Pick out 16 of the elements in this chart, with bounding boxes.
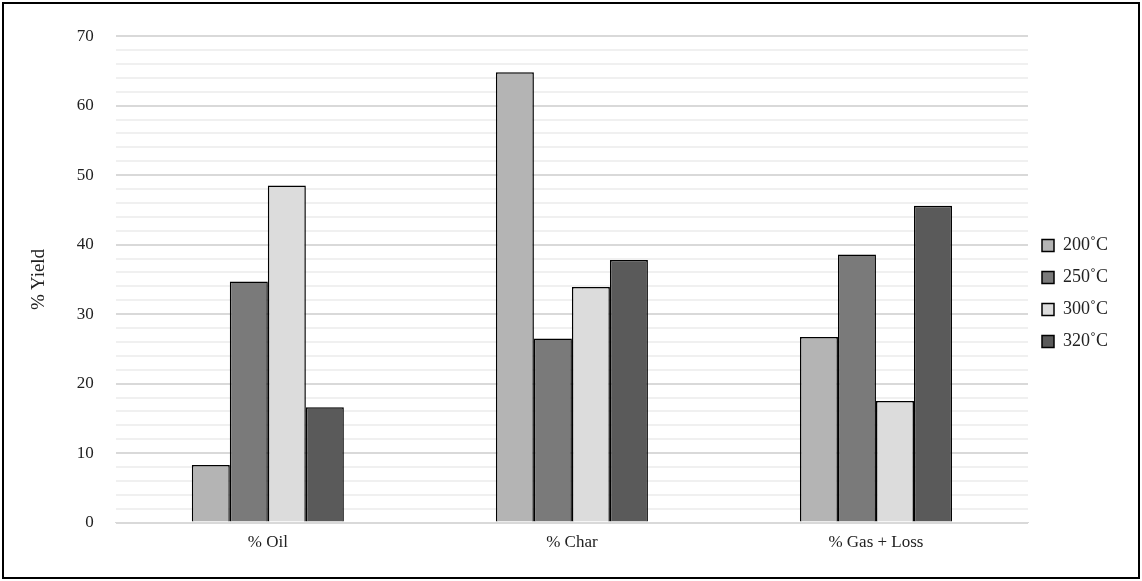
y-tick-label: 60 bbox=[76, 95, 94, 115]
y-tick-label: 50 bbox=[76, 164, 94, 184]
y-tick-label: 70 bbox=[76, 25, 94, 45]
y-tick-label: 10 bbox=[76, 442, 94, 462]
y-tick-label: 30 bbox=[76, 303, 94, 323]
y-tick-label: 20 bbox=[76, 373, 94, 393]
y-axis-title: % Yield bbox=[27, 248, 49, 310]
x-tick-label: % Oil bbox=[247, 532, 289, 552]
y-tick-label: 0 bbox=[85, 512, 94, 532]
legend-label: 200˚C bbox=[1063, 234, 1108, 255]
legend-label: 300˚C bbox=[1063, 298, 1108, 319]
x-tick-label: % Gas + Loss bbox=[828, 532, 924, 552]
legend-label: 250˚C bbox=[1063, 266, 1108, 287]
y-tick-label: 40 bbox=[76, 234, 94, 254]
legend-label: 320˚C bbox=[1063, 330, 1108, 351]
x-tick-label: % Char bbox=[546, 532, 598, 552]
